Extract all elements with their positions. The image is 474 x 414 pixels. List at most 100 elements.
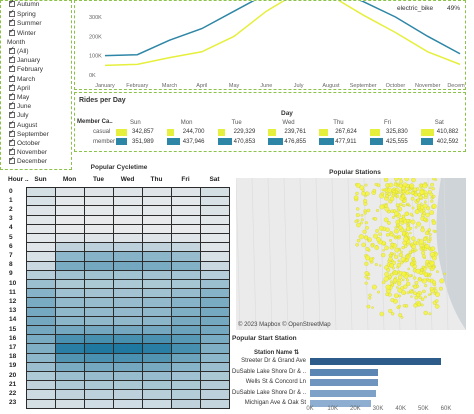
station-dot[interactable] [408, 204, 411, 207]
station-dot[interactable] [438, 286, 443, 291]
station-dot[interactable] [384, 192, 388, 195]
station-bar[interactable] [310, 358, 442, 365]
station-dot[interactable] [420, 268, 424, 272]
station-dot[interactable] [410, 236, 416, 241]
station-dot[interactable] [425, 259, 430, 264]
station-dot[interactable] [361, 191, 366, 196]
station-dot[interactable] [395, 203, 400, 207]
station-dot[interactable] [415, 284, 420, 288]
station-dot[interactable] [428, 236, 432, 239]
station-dot[interactable] [355, 243, 359, 247]
station-dot[interactable] [400, 316, 404, 319]
station-dot[interactable] [420, 297, 425, 301]
station-dot[interactable] [366, 276, 370, 280]
checkbox[interactable] [9, 54, 15, 64]
station-dot[interactable] [439, 278, 445, 284]
station-dot[interactable] [387, 192, 391, 197]
station-dot[interactable] [410, 262, 414, 267]
station-dot[interactable] [416, 221, 422, 227]
station-dot[interactable] [434, 304, 440, 309]
station-dot[interactable] [428, 293, 431, 296]
station-dot[interactable] [422, 289, 426, 294]
station-dot[interactable] [405, 258, 409, 262]
station-dot[interactable] [423, 242, 427, 246]
station-dot[interactable] [409, 212, 413, 216]
station-dot[interactable] [422, 203, 428, 209]
station-dot[interactable] [354, 219, 358, 224]
station-dot[interactable] [397, 208, 400, 212]
station-dot[interactable] [363, 211, 367, 215]
station-dot[interactable] [375, 229, 379, 233]
heatmap-cell[interactable] [26, 398, 56, 409]
station-dot[interactable] [353, 195, 359, 200]
station-dot[interactable] [356, 222, 361, 228]
station-dot[interactable] [412, 187, 418, 192]
checkbox[interactable] [9, 82, 15, 91]
station-dot[interactable] [404, 178, 409, 182]
station-dot[interactable] [364, 261, 369, 266]
checkbox[interactable] [9, 100, 15, 110]
station-dot[interactable] [392, 215, 395, 219]
station-dot[interactable] [401, 271, 407, 277]
station-dot[interactable] [430, 199, 434, 203]
station-dot[interactable] [400, 256, 406, 262]
station-dot[interactable] [429, 260, 435, 266]
station-dot[interactable] [423, 310, 428, 316]
station-dot[interactable] [372, 188, 377, 193]
station-dot[interactable] [364, 281, 368, 285]
station-dot[interactable] [389, 263, 394, 268]
station-dot[interactable] [390, 280, 393, 284]
station-dot[interactable] [433, 292, 437, 295]
station-dot[interactable] [383, 178, 389, 182]
station-dot[interactable] [408, 274, 412, 278]
station-dot[interactable] [396, 263, 401, 268]
station-dot[interactable] [378, 232, 382, 236]
station-dot[interactable] [376, 237, 381, 242]
station-dot[interactable] [390, 242, 395, 247]
station-dot[interactable] [401, 290, 406, 295]
station-dot[interactable] [398, 183, 403, 188]
station-dot[interactable] [398, 178, 402, 180]
station-dot[interactable] [433, 286, 437, 290]
station-dot[interactable] [434, 178, 438, 181]
station-dot[interactable] [407, 223, 410, 226]
station-dot[interactable] [429, 192, 434, 197]
sort-icon[interactable]: ⇅ [292, 350, 300, 356]
station-dot[interactable] [364, 221, 368, 225]
station-dot[interactable] [402, 198, 407, 203]
season-item-autumn[interactable]: Autumn [9, 0, 39, 9]
checkbox[interactable] [9, 17, 15, 26]
station-dot[interactable] [374, 263, 378, 266]
station-dot[interactable] [430, 246, 436, 251]
station-dot[interactable] [382, 249, 385, 252]
station-dot[interactable] [406, 202, 410, 206]
station-dot[interactable] [381, 280, 386, 285]
station-dot[interactable] [391, 283, 395, 287]
station-dot[interactable] [406, 254, 409, 257]
station-dot[interactable] [368, 296, 372, 300]
station-dot[interactable] [430, 182, 434, 187]
station-dot[interactable] [385, 292, 389, 297]
station-dot[interactable] [398, 252, 404, 258]
station-dot[interactable] [359, 185, 365, 191]
station-dot[interactable] [390, 209, 395, 214]
station-dot[interactable] [423, 236, 428, 242]
station-dot[interactable] [404, 211, 409, 217]
checkbox[interactable] [9, 128, 15, 137]
station-dot[interactable] [428, 186, 432, 190]
stations-map[interactable]: © 2023 Mapbox © OpenStreetMap [236, 178, 466, 330]
station-dot[interactable] [374, 182, 378, 186]
station-dot[interactable] [423, 272, 428, 277]
station-dot[interactable] [409, 226, 413, 230]
station-dot[interactable] [377, 290, 380, 294]
station-dot[interactable] [429, 286, 434, 291]
station-dot[interactable] [394, 255, 399, 259]
station-dot[interactable] [410, 219, 416, 225]
station-dot[interactable] [404, 231, 408, 234]
station-dot[interactable] [400, 250, 403, 254]
station-dot[interactable] [426, 206, 431, 211]
station-bar[interactable] [310, 400, 372, 407]
station-dot[interactable] [397, 234, 401, 239]
station-dot[interactable] [374, 245, 379, 251]
station-dot[interactable] [407, 187, 411, 191]
